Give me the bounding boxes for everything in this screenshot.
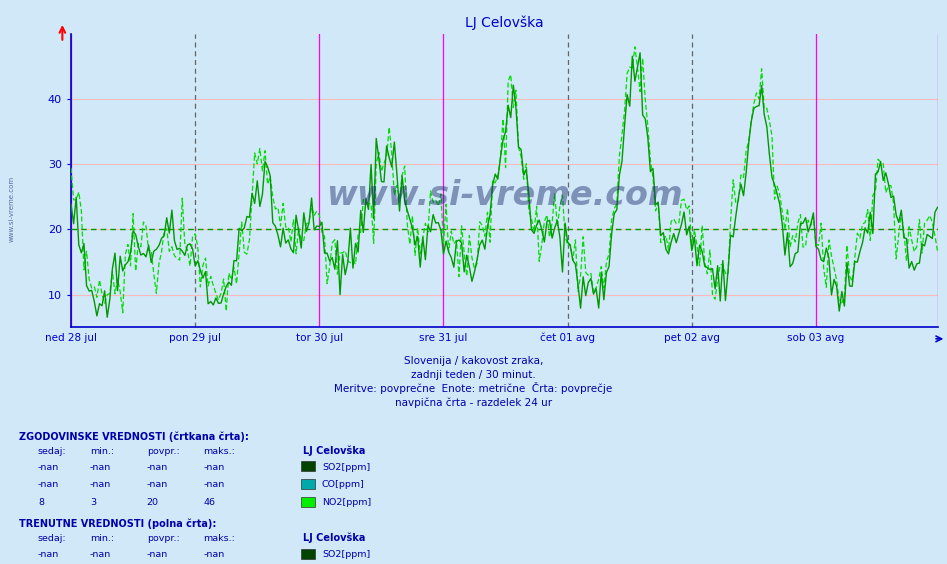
Text: -nan: -nan <box>90 550 111 559</box>
Text: -nan: -nan <box>38 481 59 490</box>
Text: 8: 8 <box>38 498 44 507</box>
Text: -nan: -nan <box>147 481 168 490</box>
Text: pet 02 avg: pet 02 avg <box>664 333 720 343</box>
Text: maks.:: maks.: <box>204 534 236 543</box>
Text: www.si-vreme.com: www.si-vreme.com <box>9 175 14 242</box>
Text: navpična črta - razdelek 24 ur: navpična črta - razdelek 24 ur <box>395 398 552 408</box>
Text: pon 29 jul: pon 29 jul <box>170 333 222 343</box>
Text: Meritve: povprečne  Enote: metrične  Črta: povprečje: Meritve: povprečne Enote: metrične Črta:… <box>334 382 613 394</box>
Text: -nan: -nan <box>147 550 168 559</box>
Text: TRENUTNE VREDNOSTI (polna črta):: TRENUTNE VREDNOSTI (polna črta): <box>19 519 216 530</box>
Text: SO2[ppm]: SO2[ppm] <box>322 462 370 472</box>
Text: CO[ppm]: CO[ppm] <box>322 481 365 490</box>
Text: -nan: -nan <box>90 481 111 490</box>
Text: -nan: -nan <box>204 462 224 472</box>
Text: -nan: -nan <box>38 550 59 559</box>
Text: 46: 46 <box>204 498 216 507</box>
Text: LJ Celovška: LJ Celovška <box>303 446 366 456</box>
Text: zadnji teden / 30 minut.: zadnji teden / 30 minut. <box>411 370 536 380</box>
Text: sob 03 avg: sob 03 avg <box>787 333 845 343</box>
Text: -nan: -nan <box>90 462 111 472</box>
Text: ZGODOVINSKE VREDNOSTI (črtkana črta):: ZGODOVINSKE VREDNOSTI (črtkana črta): <box>19 431 249 442</box>
Text: maks.:: maks.: <box>204 447 236 456</box>
Text: sedaj:: sedaj: <box>38 447 66 456</box>
Text: -nan: -nan <box>204 481 224 490</box>
Text: NO2[ppm]: NO2[ppm] <box>322 498 371 507</box>
Text: min.:: min.: <box>90 534 114 543</box>
Text: 3: 3 <box>90 498 96 507</box>
Text: povpr.:: povpr.: <box>147 447 180 456</box>
Text: povpr.:: povpr.: <box>147 534 180 543</box>
Text: sre 31 jul: sre 31 jul <box>420 333 468 343</box>
Title: LJ Celovška: LJ Celovška <box>465 15 544 30</box>
Text: čet 01 avg: čet 01 avg <box>540 333 595 343</box>
Text: -nan: -nan <box>38 462 59 472</box>
Text: www.si-vreme.com: www.si-vreme.com <box>326 179 683 212</box>
Text: tor 30 jul: tor 30 jul <box>295 333 343 343</box>
Text: 20: 20 <box>147 498 159 507</box>
Text: min.:: min.: <box>90 447 114 456</box>
Text: Slovenija / kakovost zraka,: Slovenija / kakovost zraka, <box>403 356 544 366</box>
Text: ned 28 jul: ned 28 jul <box>45 333 97 343</box>
Text: -nan: -nan <box>204 550 224 559</box>
Text: sedaj:: sedaj: <box>38 534 66 543</box>
Text: LJ Celovška: LJ Celovška <box>303 533 366 543</box>
Text: -nan: -nan <box>147 462 168 472</box>
Text: SO2[ppm]: SO2[ppm] <box>322 550 370 559</box>
